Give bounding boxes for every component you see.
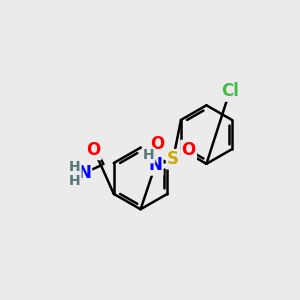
Text: H: H: [69, 160, 80, 174]
Text: O: O: [151, 135, 165, 153]
Text: O: O: [182, 141, 196, 159]
Text: O: O: [86, 141, 100, 159]
Text: H: H: [69, 174, 80, 188]
Text: S: S: [167, 150, 179, 168]
Text: H: H: [142, 148, 154, 162]
Text: N: N: [77, 164, 91, 182]
Text: N: N: [148, 156, 162, 174]
Text: Cl: Cl: [221, 82, 238, 100]
